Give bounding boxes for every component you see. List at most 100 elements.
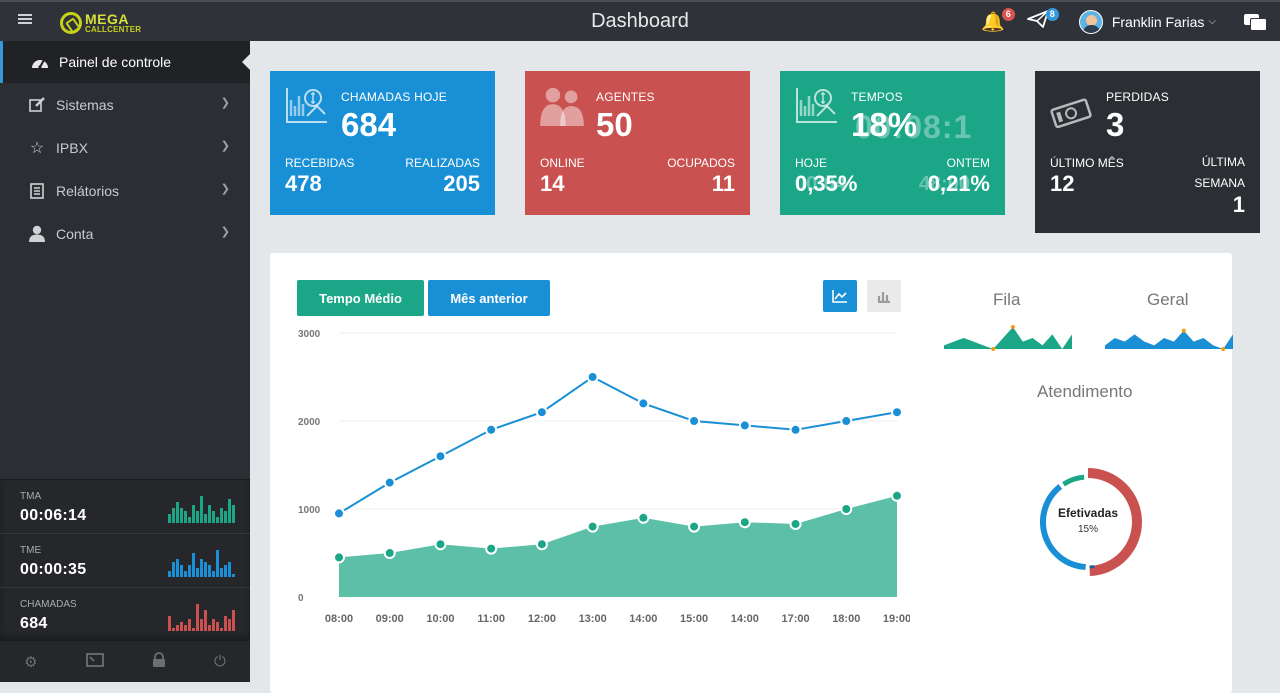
sidebar-item-ipbx[interactable]: ☆ IPBX ❯	[0, 126, 250, 169]
spark-bar	[216, 550, 219, 577]
spark-bar	[228, 562, 231, 577]
data-point[interactable]	[689, 522, 699, 532]
spark-bar	[184, 571, 187, 577]
chat-icon[interactable]	[1244, 14, 1266, 30]
x-tick-label: 18:00	[832, 613, 860, 625]
spark-bar	[204, 514, 207, 523]
x-tick-label: 08:00	[325, 613, 353, 625]
spark-bar	[232, 610, 235, 631]
screen-icon[interactable]	[86, 653, 104, 671]
card-right-label: ONTEM	[947, 156, 990, 170]
spark-bar	[184, 511, 187, 523]
spark-bar	[192, 628, 195, 631]
user-icon	[28, 225, 46, 243]
card-value-overlay: 00:08:1	[855, 109, 972, 146]
data-point[interactable]	[892, 491, 902, 501]
x-tick-label: 09:00	[376, 613, 404, 625]
data-point[interactable]	[791, 425, 801, 435]
data-point[interactable]	[689, 416, 699, 426]
card-right-overlay: 48:00	[919, 173, 970, 196]
edit-icon	[28, 96, 46, 114]
notifications-button[interactable]: 🔔 6	[981, 10, 1005, 34]
spark-bar	[216, 622, 219, 631]
donut-label: Efetivadas	[1033, 506, 1143, 520]
data-point[interactable]	[841, 504, 851, 514]
spark-bar	[200, 559, 203, 577]
area-series-fill	[339, 496, 897, 597]
donut-segment-green[interactable]	[1063, 477, 1084, 484]
card-chamadas[interactable]: CHAMADAS HOJE 684 RECEBIDAS 478 REALIZAD…	[270, 71, 495, 215]
data-point[interactable]	[841, 416, 851, 426]
top-bar: MEGA CALLCENTER Dashboard 🔔 6 8 Franklin…	[0, 0, 1280, 41]
data-point[interactable]	[486, 425, 496, 435]
spark-bar	[200, 619, 203, 631]
atendimento-title: Atendimento	[1037, 382, 1132, 402]
data-point[interactable]	[385, 548, 395, 558]
spark-bar	[220, 568, 223, 577]
spark-bar	[172, 508, 175, 523]
card-agentes[interactable]: AGENTES 50 ONLINE 14 OCUPADOS 11	[525, 71, 750, 215]
spark-bar	[176, 502, 179, 523]
donut-value: 15%	[1033, 524, 1143, 535]
spark-bar	[192, 505, 195, 523]
data-point[interactable]	[740, 420, 750, 430]
spark-bar	[168, 616, 171, 631]
spark-bar	[216, 517, 219, 523]
data-point[interactable]	[892, 407, 902, 417]
donut-segment-efetivadas[interactable]	[1088, 473, 1137, 571]
messages-button[interactable]: 8	[1027, 10, 1049, 34]
data-point[interactable]	[740, 517, 750, 527]
spark-bar	[196, 568, 199, 577]
card-left-overlay: 00:04	[795, 173, 846, 196]
user-menu[interactable]: Franklin Farias ⌵	[1079, 10, 1216, 34]
sparkline-area	[944, 327, 1072, 349]
chevron-down-icon: ⌵	[1208, 16, 1216, 27]
data-point[interactable]	[638, 398, 648, 408]
spark-bar	[188, 517, 191, 523]
y-tick-label: 0	[298, 593, 304, 604]
data-point[interactable]	[588, 372, 598, 382]
x-tick-label: 12:00	[528, 613, 556, 625]
chevron-right-icon: ❯	[221, 139, 230, 152]
sidebar-item-painel[interactable]: Painel de controle	[0, 41, 250, 83]
data-point[interactable]	[588, 522, 598, 532]
power-icon[interactable]: ⏻	[214, 653, 226, 670]
card-right-value: 205	[443, 171, 480, 197]
sidebar-item-relatorios[interactable]: Relátorios ❯	[0, 169, 250, 212]
money-icon	[1050, 93, 1094, 133]
card-value: 684	[341, 106, 396, 144]
spark-bar	[224, 511, 227, 523]
data-point[interactable]	[791, 519, 801, 529]
card-left-value: 12	[1050, 171, 1074, 197]
card-value: 50	[596, 106, 633, 144]
spark-bar	[192, 553, 195, 577]
y-tick-label: 3000	[298, 329, 321, 340]
spark-bar	[184, 625, 187, 631]
data-point[interactable]	[334, 508, 344, 518]
stat-chamadas: CHAMADAS 684	[0, 588, 250, 642]
data-point[interactable]	[435, 451, 445, 461]
card-right-value: 1	[1233, 192, 1245, 218]
spark-bar	[232, 574, 235, 577]
report-icon	[28, 182, 46, 200]
data-point[interactable]	[385, 478, 395, 488]
data-point[interactable]	[638, 513, 648, 523]
sidebar-item-sistemas[interactable]: Sistemas ❯	[0, 83, 250, 126]
gear-icon[interactable]: ⚙	[24, 653, 37, 671]
data-point[interactable]	[486, 544, 496, 554]
data-point[interactable]	[537, 407, 547, 417]
x-tick-label: 14:00	[629, 613, 657, 625]
lock-icon[interactable]	[152, 652, 166, 672]
spark-bar	[212, 511, 215, 523]
spark-bar	[168, 514, 171, 523]
line-series	[339, 377, 897, 513]
sidebar-stats: TMA 00:06:14 TME 00:00:35 CHAMADAS 684	[0, 479, 250, 641]
card-tempos[interactable]: TEMPOS 18% 00:08:1 HOJE 0,35% 00:04 ONTE…	[780, 71, 1005, 215]
sidebar-item-conta[interactable]: Conta ❯	[0, 212, 250, 255]
card-perdidas[interactable]: PERDIDAS 3 ÚLTIMO MÊS 12 ÚLTIMA SEMANA 1	[1035, 71, 1260, 233]
data-point[interactable]	[435, 539, 445, 549]
card-left-label: ONLINE	[540, 156, 585, 170]
stat-sparkline	[167, 603, 235, 631]
data-point[interactable]	[334, 552, 344, 562]
data-point[interactable]	[537, 539, 547, 549]
